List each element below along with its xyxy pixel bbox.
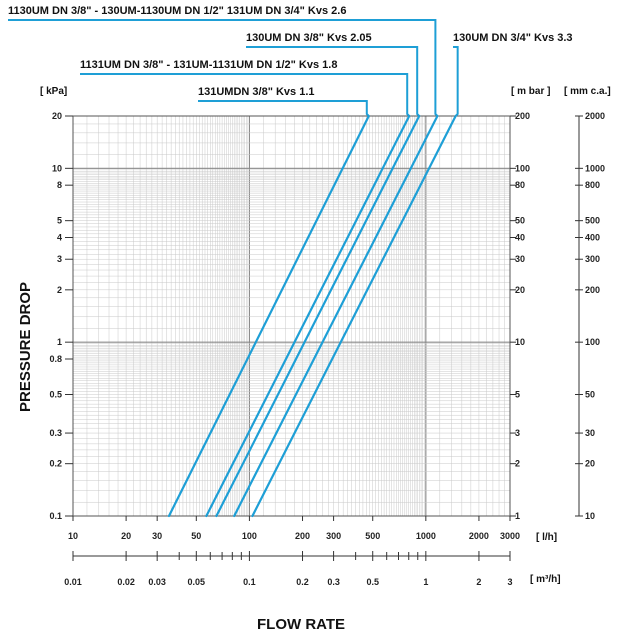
series-label-2: 1131UM DN 3/8" - 131UM-1131UM DN 1/2" Kv… <box>80 59 337 71</box>
y-tick-label-mmca: 300 <box>585 254 600 264</box>
series-line-3 <box>215 114 421 518</box>
y-tick-label-mbar: 20 <box>515 285 525 295</box>
x-tick-label-lh: 20 <box>121 531 131 541</box>
unit-mbar: [ m bar ] <box>511 86 550 97</box>
y-tick-label-kpa: 20 <box>52 111 62 121</box>
unit-kpa: [ kPa] <box>40 86 67 97</box>
y-tick-label-mbar: 10 <box>515 337 525 347</box>
callout-leader-2 <box>80 73 410 117</box>
y-tick-label-kpa: 10 <box>52 163 62 173</box>
y-tick-label-mmca: 10 <box>585 511 595 521</box>
y-tick-label-mbar: 50 <box>515 216 525 226</box>
y-tick-label-kpa: 2 <box>57 285 62 295</box>
x-tick-label-m3h: 0.05 <box>188 577 206 587</box>
x-tick-label-m3h: 0.2 <box>296 577 309 587</box>
y-tick-label-kpa: 0.5 <box>49 389 62 399</box>
x-tick-label-m3h: 0.03 <box>148 577 166 587</box>
x-tick-label-m3h: 0.3 <box>327 577 340 587</box>
x-tick-label-lh: 1000 <box>416 531 436 541</box>
y-tick-label-mmca: 800 <box>585 180 600 190</box>
y-tick-label-mbar: 100 <box>515 163 530 173</box>
series-line-2 <box>205 114 411 518</box>
y-tick-label-mmca: 1000 <box>585 163 605 173</box>
callout-leader-4 <box>8 19 439 117</box>
y-tick-label-mbar: 200 <box>515 111 530 121</box>
x-tick-label-lh: 100 <box>242 531 257 541</box>
unit-m3h: [ m³/h] <box>530 574 561 585</box>
y-tick-label-mbar: 3 <box>515 428 520 438</box>
y-tick-label-kpa: 0.8 <box>49 354 62 364</box>
grid <box>72 115 511 517</box>
y-tick-label-mbar: 40 <box>515 233 525 243</box>
x-tick-label-m3h: 0.01 <box>64 577 82 587</box>
y-tick-label-mmca: 2000 <box>585 111 605 121</box>
unit-mmca: [ mm c.a.] <box>564 86 611 97</box>
x-tick-label-lh: 500 <box>365 531 380 541</box>
y-ticks-mmca: 10 20 30 50 100 200 300 400 500 800 1000 2000 <box>575 111 605 521</box>
plot-frame <box>72 115 511 517</box>
y-tick-label-mmca: 400 <box>585 233 600 243</box>
y-tick-label-mbar: 5 <box>515 389 520 399</box>
series-line-5 <box>251 114 457 518</box>
series-callouts: 131UMDN 3/8" Kvs 1.1 1131UM DN 3/8" - 131… <box>8 5 573 117</box>
x-tick-label-m3h: 0.1 <box>243 577 256 587</box>
series-label-4: 1130UM DN 3/8" - 130UM-1130UM DN 1/2" 13… <box>8 5 346 17</box>
y-tick-label-kpa: 4 <box>57 233 62 243</box>
y-tick-label-mmca: 500 <box>585 216 600 226</box>
y-tick-label-mbar: 80 <box>515 180 525 190</box>
y-tick-label-kpa: 0.2 <box>49 459 62 469</box>
y-tick-label-kpa: 8 <box>57 180 62 190</box>
y-tick-label-mmca: 50 <box>585 389 595 399</box>
callout-leader-5 <box>453 46 459 117</box>
y-axis-title: PRESSURE DROP <box>17 282 34 412</box>
callout-leader-1 <box>198 100 370 117</box>
y-tick-label-kpa: 5 <box>57 216 62 226</box>
unit-lh: [ l/h] <box>536 532 557 543</box>
series-label-1: 131UMDN 3/8" Kvs 1.1 <box>198 86 315 98</box>
x-tick-label-m3h: 1 <box>423 577 428 587</box>
y-tick-label-mmca: 30 <box>585 428 595 438</box>
y-tick-label-mbar: 30 <box>515 254 525 264</box>
y-tick-label-mmca: 100 <box>585 337 600 347</box>
y-tick-label-kpa: 0.1 <box>49 511 62 521</box>
x-axis-m3h: 0.01 0.02 0.03 0.05 0.1 0.2 0.3 0.5 1 2 3 <box>64 551 513 587</box>
x-tick-label-lh: 3000 <box>500 531 520 541</box>
y-tick-label-kpa: 0.3 <box>49 428 62 438</box>
y-tick-label-mmca: 200 <box>585 285 600 295</box>
y-tick-label-mbar: 2 <box>515 459 520 469</box>
series-line-1 <box>167 114 370 518</box>
x-tick-label-m3h: 0.5 <box>366 577 379 587</box>
series-label-5: 130UM DN 3/4" Kvs 3.3 <box>453 32 573 44</box>
x-tick-label-lh: 300 <box>326 531 341 541</box>
y-tick-label-kpa: 3 <box>57 254 62 264</box>
x-tick-label-m3h: 0.02 <box>117 577 135 587</box>
x-axis-title: FLOW RATE <box>257 616 345 633</box>
x-tick-label-lh: 2000 <box>469 531 489 541</box>
y-tick-label-kpa: 1 <box>57 337 62 347</box>
y-ticks-mbar: 1 2 3 5 10 20 30 40 50 80 100 200 <box>510 111 530 521</box>
x-tick-label-m3h: 2 <box>476 577 481 587</box>
y-ticks-kpa: 0.1 0.2 0.3 0.5 0.8 1 2 3 4 5 8 10 20 <box>49 111 73 521</box>
x-ticks-lh: 10 20 30 50 100 200 300 500 1000 2000 3000 <box>68 516 520 541</box>
series-lines <box>167 114 457 518</box>
x-tick-label-lh: 200 <box>295 531 310 541</box>
x-tick-label-m3h: 3 <box>507 577 512 587</box>
y-tick-label-mbar: 1 <box>515 511 520 521</box>
series-label-3: 130UM DN 3/8" Kvs 2.05 <box>246 32 372 44</box>
series-line-4 <box>233 114 439 518</box>
y-tick-label-mmca: 20 <box>585 459 595 469</box>
x-tick-label-lh: 10 <box>68 531 78 541</box>
x-tick-label-lh: 30 <box>152 531 162 541</box>
x-tick-label-lh: 50 <box>191 531 201 541</box>
callout-leader-3 <box>246 46 420 117</box>
